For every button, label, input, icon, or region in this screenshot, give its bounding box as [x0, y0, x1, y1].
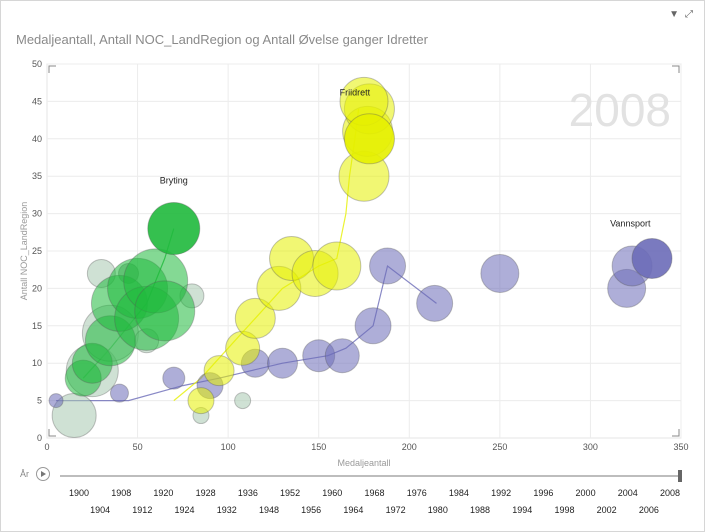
play-axis-slider[interactable] — [678, 470, 682, 482]
timeline-year[interactable]: 1984 — [448, 488, 469, 498]
timeline-year[interactable]: 2006 — [638, 505, 659, 515]
bubble[interactable] — [369, 247, 407, 285]
bubble[interactable] — [134, 280, 196, 342]
bubble[interactable] — [147, 202, 201, 256]
corner-bracket — [48, 65, 56, 73]
x-tick-label: 50 — [133, 442, 143, 452]
bubble[interactable] — [343, 113, 395, 165]
y-tick-label: 25 — [32, 246, 42, 256]
bubble[interactable] — [631, 237, 673, 279]
timeline-year[interactable]: 1908 — [111, 488, 132, 498]
timeline-year[interactable]: 1988 — [470, 505, 491, 515]
bubble[interactable] — [234, 392, 252, 410]
bubble-label: Bryting — [160, 176, 188, 186]
bubble[interactable] — [312, 241, 362, 291]
y-tick-label: 0 — [37, 433, 42, 443]
timeline-year[interactable]: 1968 — [364, 488, 385, 498]
chart-title: Medaljeantall, Antall NOC_LandRegion og … — [16, 32, 428, 47]
play-axis-label: År — [20, 469, 29, 479]
bubble[interactable] — [48, 393, 64, 409]
axes: 0 5 10 15 20 25 30 35 40 45 50 0 50 100 150 200 250 300 35… — [19, 59, 689, 468]
y-tick-label: 15 — [32, 321, 42, 331]
timeline-year[interactable]: 2004 — [617, 488, 638, 498]
timeline-year[interactable]: 1992 — [491, 488, 512, 498]
bubble[interactable] — [162, 366, 186, 390]
bubble-labels: Bryting Friidrett Vannsport — [160, 87, 651, 228]
bubble[interactable] — [109, 383, 129, 403]
timeline-year[interactable]: 1932 — [216, 505, 237, 515]
y-tick-label: 40 — [32, 134, 42, 144]
bubble[interactable] — [187, 387, 215, 415]
timeline-year[interactable]: 1912 — [132, 505, 153, 515]
timeline-year[interactable]: 1980 — [427, 505, 448, 515]
timeline-year[interactable]: 1928 — [195, 488, 216, 498]
play-axis-track[interactable] — [60, 475, 680, 477]
play-axis-year: 2008 — [569, 84, 671, 136]
filter-icon[interactable]: ▼ — [669, 9, 679, 20]
bubble[interactable] — [354, 307, 392, 345]
expand-icon[interactable]: ⤢ — [685, 9, 693, 20]
timeline-year[interactable]: 1956 — [301, 505, 322, 515]
timeline-year[interactable]: 1976 — [406, 488, 427, 498]
timeline-year[interactable]: 1994 — [512, 505, 533, 515]
y-axis-label: Antall NOC_LandRegion — [19, 202, 29, 301]
y-tick-label: 50 — [32, 59, 42, 69]
timeline-year[interactable]: 2008 — [659, 488, 681, 498]
y-tick-label: 30 — [32, 209, 42, 219]
x-tick-label: 150 — [311, 442, 326, 452]
timeline-year[interactable]: 1936 — [237, 488, 258, 498]
bubbles — [48, 76, 673, 438]
x-tick-label: 100 — [221, 442, 236, 452]
y-tick-label: 35 — [32, 171, 42, 181]
x-tick-label: 350 — [673, 442, 688, 452]
y-tick-label: 45 — [32, 96, 42, 106]
timeline-year[interactable]: 1996 — [533, 488, 554, 498]
timeline-year[interactable]: 1972 — [385, 505, 406, 515]
y-tick-label: 10 — [32, 358, 42, 368]
timeline-year[interactable]: 1924 — [174, 505, 195, 515]
corner-bracket — [672, 429, 680, 437]
y-tick-label: 5 — [37, 396, 42, 406]
timeline-year[interactable]: 1960 — [322, 488, 343, 498]
play-axis: År 1900 1908 1920 1928 1936 1952 1960 1968 1976 1… — [18, 466, 690, 526]
bubble[interactable] — [203, 355, 235, 387]
bubble-label: Vannsport — [610, 218, 651, 228]
bubble[interactable] — [266, 347, 298, 379]
play-button[interactable] — [36, 467, 50, 481]
bubble[interactable] — [234, 297, 276, 339]
x-tick-label: 0 — [44, 442, 49, 452]
timeline-year[interactable]: 1964 — [343, 505, 364, 515]
timeline-year[interactable]: 1920 — [153, 488, 174, 498]
timeline-year[interactable]: 1998 — [554, 505, 575, 515]
timeline-year[interactable]: 1904 — [90, 505, 111, 515]
bubble[interactable] — [324, 338, 360, 374]
bubble[interactable] — [416, 284, 454, 322]
corner-bracket — [672, 65, 680, 73]
visual-toolbar: ▼ ⤢ — [669, 10, 693, 20]
x-tick-label: 300 — [583, 442, 598, 452]
timeline-year[interactable]: 1952 — [280, 488, 301, 498]
x-axis-label: Medaljeantall — [337, 458, 390, 468]
x-tick-label: 250 — [492, 442, 507, 452]
timeline-year[interactable]: 1948 — [258, 505, 279, 515]
timeline-year[interactable]: 2002 — [596, 505, 617, 515]
corner-bracket — [48, 429, 56, 437]
y-tick-label: 20 — [32, 283, 42, 293]
bubble-label: Friidrett — [340, 87, 371, 97]
timeline-year[interactable]: 2000 — [575, 488, 596, 498]
x-tick-label: 200 — [402, 442, 417, 452]
timeline-year[interactable]: 1900 — [68, 488, 90, 498]
bubble[interactable] — [480, 253, 520, 293]
